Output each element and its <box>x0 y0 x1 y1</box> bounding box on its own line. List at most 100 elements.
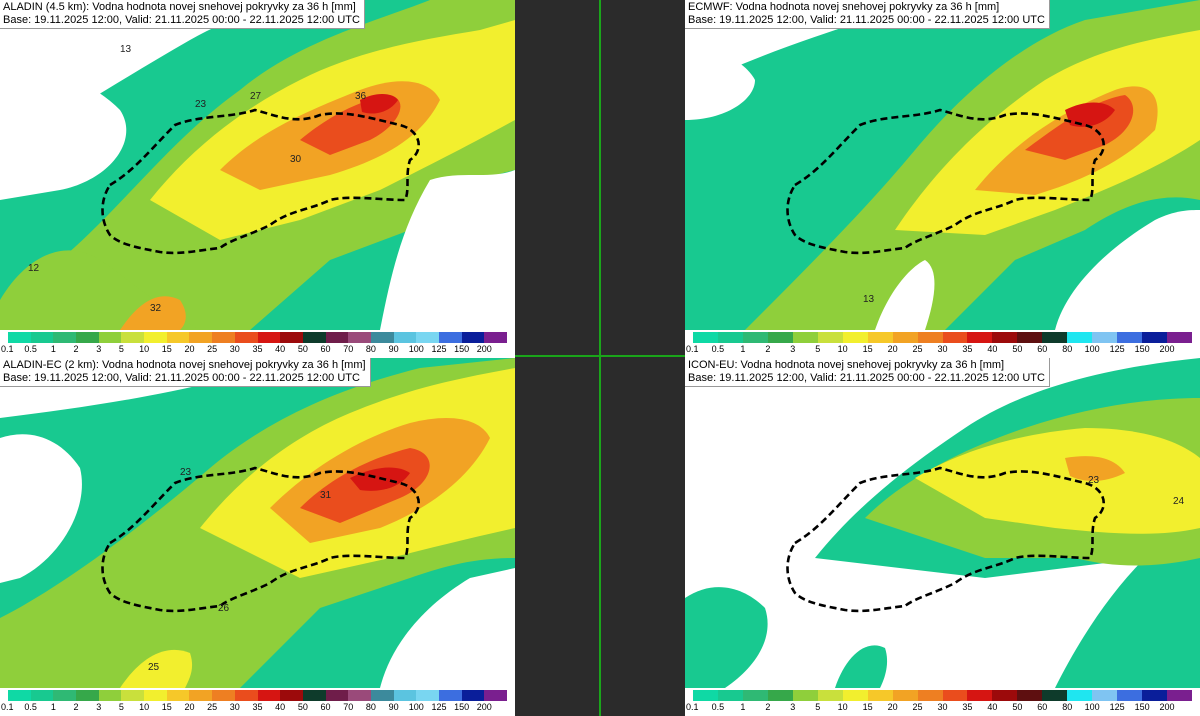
map-value-label: 24 <box>1173 496 1185 507</box>
legend-tick-label: 70 <box>343 344 354 354</box>
legend-swatch <box>867 690 894 701</box>
legend-swatch <box>144 332 168 343</box>
legend-tick-label: 0.1 <box>1 344 14 354</box>
legend-swatch <box>325 690 349 701</box>
map-value-label: 13 <box>863 294 875 305</box>
legend-swatch <box>98 332 122 343</box>
legend-swatch <box>992 332 1018 343</box>
legend-swatch <box>212 690 236 701</box>
legend-swatch <box>942 690 968 701</box>
legend-swatch <box>1017 690 1043 701</box>
legend-tick-label: 125 <box>431 344 447 354</box>
legend-swatch <box>792 690 819 701</box>
legend-swatch <box>1067 332 1093 343</box>
legend-tick-label: 2 <box>73 702 79 712</box>
legend-swatch <box>917 332 943 343</box>
legend-tick-label: 0.1 <box>1 702 14 712</box>
legend-swatch <box>1092 690 1118 701</box>
legend-swatch <box>842 690 869 701</box>
legend-tick-label: 0.5 <box>711 702 725 712</box>
legend-swatch <box>280 332 304 343</box>
legend-tick-label: 200 <box>476 702 492 712</box>
legend-swatch <box>234 690 258 701</box>
legend-swatch <box>1117 332 1143 343</box>
legend-tick-label: 40 <box>987 344 998 354</box>
legend-tick-label: 125 <box>1109 344 1125 354</box>
map-icon-eu[interactable]: 23 24 <box>685 358 1200 688</box>
legend-swatch <box>1142 690 1168 701</box>
legend-swatch <box>461 690 485 701</box>
legend-tick-label: 1 <box>50 702 56 712</box>
legend-tick-label: 60 <box>320 344 331 354</box>
legend-tick-label: 0.1 <box>686 702 699 712</box>
legend-tick-label: 150 <box>454 344 470 354</box>
map-ecmwf[interactable]: 13 <box>685 0 1200 330</box>
map-aladin[interactable]: 13 23 27 36 30 12 32 <box>0 0 515 330</box>
legend-tick-label: 2 <box>73 344 79 354</box>
legend-tick-label: 5 <box>118 344 124 354</box>
legend-swatch <box>76 332 100 343</box>
legend-swatch <box>144 690 168 701</box>
legend-tick-label: 150 <box>454 702 470 712</box>
legend-swatch <box>1092 332 1118 343</box>
legend-tick-label: 70 <box>343 702 354 712</box>
legend-swatch <box>484 690 508 701</box>
legend-tick-label: 100 <box>1084 702 1100 712</box>
legend-tick-label: 60 <box>1037 344 1048 354</box>
legend-tick-label: 20 <box>887 702 898 712</box>
legend-swatch <box>742 332 769 343</box>
panel-title-base: Base: 19.11.2025 12:00, Valid: 21.11.202… <box>3 14 360 26</box>
legend-swatch <box>942 332 968 343</box>
legend-swatch <box>257 332 281 343</box>
legend-swatch <box>280 690 304 701</box>
legend-tick-label: 35 <box>962 702 973 712</box>
legend-tick-label: 50 <box>297 344 308 354</box>
legend-tick-label: 90 <box>388 702 399 712</box>
color-legend: 0.1 0.5 1 2 3 5 10 15 20 25 30 35 40 50 60 80 100 125 150 2… <box>685 330 1200 358</box>
legend-tick-label: 25 <box>207 344 218 354</box>
legend-swatch <box>693 332 719 343</box>
legend-tick-label: 150 <box>1134 344 1150 354</box>
legend-swatch <box>166 690 190 701</box>
panel-aladin: 13 23 27 36 30 12 32 ALADIN (4.5 km): Vo… <box>0 0 515 358</box>
legend-swatch <box>892 332 919 343</box>
legend-swatch <box>302 332 327 343</box>
panel-title: ECMWF: Vodna hodnota novej snehovej pokr… <box>685 0 1050 29</box>
legend-tick-label: 80 <box>1062 702 1073 712</box>
legend-tick-label: 50 <box>1012 344 1023 354</box>
legend-swatch <box>767 690 794 701</box>
legend-tick-label: 3 <box>790 702 796 712</box>
legend-tick-label: 100 <box>408 344 424 354</box>
legend-tick-label: 15 <box>161 344 172 354</box>
legend-swatch <box>212 332 236 343</box>
legend-tick-label: 15 <box>161 702 172 712</box>
legend-swatch <box>1167 332 1193 343</box>
legend-tick-label: 2 <box>765 344 771 354</box>
legend-swatch <box>1117 690 1143 701</box>
legend-swatch <box>717 690 744 701</box>
legend-tick-label: 10 <box>139 702 150 712</box>
legend-tick-label: 3 <box>790 344 796 354</box>
legend-tick-label: 15 <box>862 702 873 712</box>
legend-tick-label: 0.5 <box>711 344 725 354</box>
map-value-labels: 13 23 27 36 30 12 32 <box>28 44 367 314</box>
legend-swatch <box>370 690 395 701</box>
legend-tick-label: 35 <box>252 702 263 712</box>
legend-tick-label: 50 <box>297 702 308 712</box>
legend-tick-label: 25 <box>912 344 923 354</box>
panel-title-main: ECMWF: Vodna hodnota novej snehovej pokr… <box>688 1 1000 13</box>
map-aladin-ec[interactable]: 23 31 26 25 <box>0 358 515 688</box>
legend-swatch <box>302 690 327 701</box>
legend-tick-label: 0.5 <box>24 702 37 712</box>
legend-tick-label: 100 <box>1084 344 1100 354</box>
panel-aladin-ec: 23 31 26 25 ALADIN-EC (2 km): Vodna hodn… <box>0 358 515 716</box>
separator-horizontal <box>0 355 1200 357</box>
legend-swatch <box>189 332 213 343</box>
legend-tick-label: 30 <box>937 344 948 354</box>
legend-tick-label: 90 <box>388 344 399 354</box>
legend-tick-label: 0.5 <box>24 344 37 354</box>
legend-tick-label: 30 <box>937 702 948 712</box>
panel-icon-eu: 23 24 ICON-EU: Vodna hodnota novej sneho… <box>685 358 1200 716</box>
map-value-label: 27 <box>250 91 262 102</box>
map-value-labels: 23 24 <box>1088 475 1185 507</box>
